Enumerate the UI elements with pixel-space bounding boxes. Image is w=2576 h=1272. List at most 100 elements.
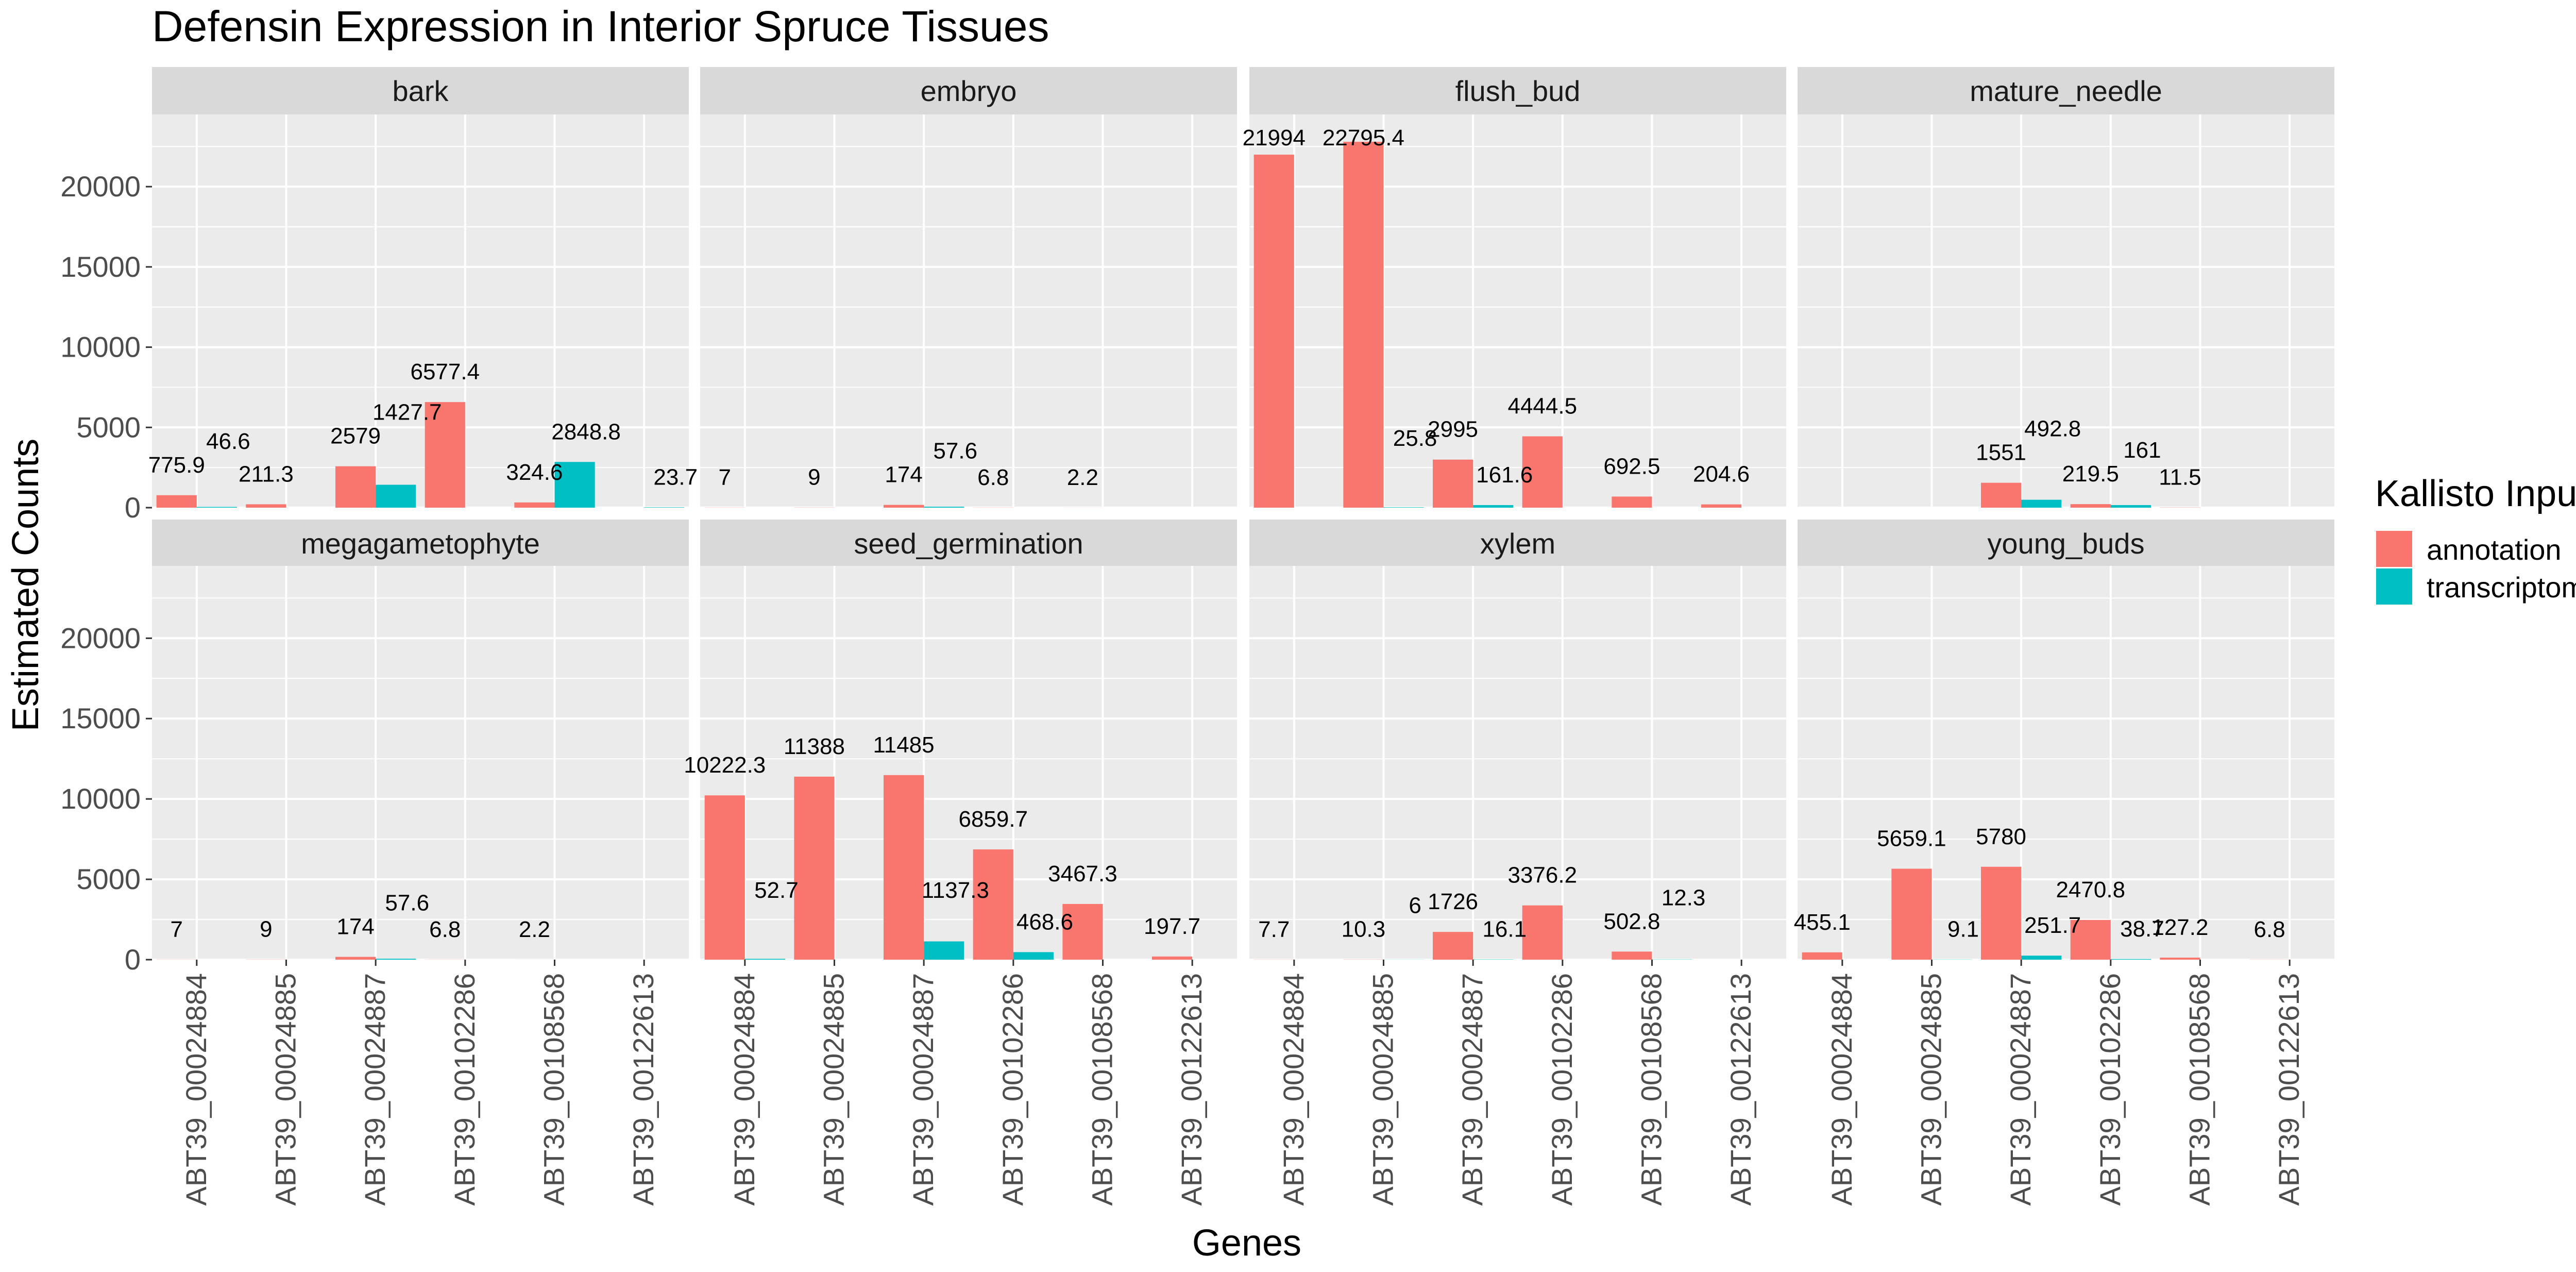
data-label: 9 bbox=[808, 465, 820, 490]
x-tick-label: ABT39_00024885 bbox=[818, 973, 850, 1206]
x-tick-label: ABT39_00102286 bbox=[2094, 973, 2126, 1206]
data-label: 22795.4 bbox=[1323, 125, 1404, 150]
data-label: 3376.2 bbox=[1507, 863, 1577, 888]
y-tick-label: 0 bbox=[125, 943, 141, 976]
x-tick-label: ABT39_00024887 bbox=[2004, 973, 2037, 1206]
data-label: 2579 bbox=[330, 424, 381, 449]
data-label: 324.6 bbox=[506, 460, 563, 485]
y-axis-label: Estimated Counts bbox=[5, 439, 46, 731]
bar-annotation bbox=[1612, 496, 1652, 508]
y-tick-label: 15000 bbox=[60, 702, 141, 734]
x-tick-label: ABT39_00102286 bbox=[448, 973, 481, 1206]
bar-annotation bbox=[1612, 951, 1652, 960]
panel-background bbox=[700, 566, 1237, 960]
bar-transcriptome bbox=[1473, 959, 1514, 960]
data-label: 161.6 bbox=[1476, 462, 1533, 488]
data-label: 11388 bbox=[784, 734, 845, 759]
strip-seed_germination bbox=[700, 520, 1237, 567]
x-tick-label: ABT39_00122613 bbox=[1175, 973, 1208, 1206]
data-label: 6.8 bbox=[2254, 917, 2285, 942]
bar-annotation bbox=[246, 504, 286, 508]
data-label: 2848.8 bbox=[551, 419, 621, 444]
panel-embryo: embryo 7 9 174 6.8 2.2 57.6 bbox=[700, 67, 1237, 509]
x-tick-label: ABT39_00108568 bbox=[538, 973, 570, 1206]
strip-flush_bud bbox=[1249, 67, 1786, 114]
data-label: 9.1 bbox=[1947, 917, 1979, 942]
panel-xylem: xylem 7.7 10.3 1726 3376.2 502.8 6 16.1 12.3 ABT3… bbox=[1249, 520, 1786, 1206]
x-tick-label: ABT39_00108568 bbox=[1635, 973, 1668, 1206]
bar-transcriptome bbox=[924, 941, 964, 960]
data-label: 23.7 bbox=[653, 464, 698, 490]
data-label: 219.5 bbox=[2062, 461, 2119, 487]
legend-title: Kallisto Input bbox=[2375, 473, 2576, 514]
bar-annotation bbox=[1701, 504, 1742, 508]
x-tick-label: ABT39_00108568 bbox=[1086, 973, 1118, 1206]
legend-label-annotation: annotation bbox=[2427, 533, 2562, 566]
legend: Kallisto Input annotation transcriptome bbox=[2375, 473, 2576, 605]
bar-annotation bbox=[973, 849, 1013, 960]
data-label: 6577.4 bbox=[410, 359, 480, 384]
data-label: 16.1 bbox=[1482, 916, 1527, 942]
x-tick-label: ABT39_00024887 bbox=[1456, 973, 1488, 1206]
data-label: 52.7 bbox=[754, 878, 799, 903]
strip-label: flush_bud bbox=[1455, 75, 1581, 107]
data-label: 4444.5 bbox=[1507, 394, 1577, 419]
strip-embryo bbox=[700, 67, 1237, 114]
panel-seed_germination: seed_germination 10222.3 11388 11485 6859.7 3… bbox=[684, 520, 1237, 1206]
panel-mature_needle: mature_needle 1551 219.5 11.5 492.8 161 bbox=[1798, 67, 2334, 509]
x-tick-label: ABT39_00024884 bbox=[728, 973, 760, 1206]
data-label: 57.6 bbox=[385, 891, 429, 916]
bar-annotation bbox=[1253, 155, 1294, 508]
y-tick-label: 0 bbox=[125, 491, 141, 524]
panel-background bbox=[1249, 566, 1786, 960]
data-label: 204.6 bbox=[1693, 462, 1750, 487]
x-tick-label: ABT39_00024887 bbox=[359, 973, 391, 1206]
data-label: 197.7 bbox=[1144, 914, 1200, 939]
bar-annotation bbox=[1152, 956, 1193, 960]
panel-background bbox=[1798, 114, 2334, 508]
bar-annotation bbox=[1981, 866, 2022, 960]
x-tick-label: ABT39_00024885 bbox=[1915, 973, 1947, 1206]
bar-annotation bbox=[1343, 142, 1384, 508]
data-label: 1427.7 bbox=[372, 400, 442, 425]
data-label: 692.5 bbox=[1603, 454, 1660, 479]
bar-annotation bbox=[2070, 504, 2111, 508]
data-label: 21994 bbox=[1243, 125, 1306, 150]
data-label: 1551 bbox=[1976, 440, 2026, 465]
panel-background bbox=[700, 114, 1237, 508]
y-tick-label: 20000 bbox=[60, 622, 141, 654]
data-label: 38.7 bbox=[2120, 916, 2164, 942]
bar-transcriptome bbox=[196, 507, 237, 508]
strip-xylem bbox=[1249, 520, 1786, 567]
panel-flush_bud: flush_bud 21994 22795.4 2995 4444.5 692.5 204.… bbox=[1243, 67, 1786, 509]
data-label: 10.3 bbox=[1342, 917, 1386, 942]
y-tick-label: 10000 bbox=[60, 331, 141, 363]
bar-annotation bbox=[1522, 436, 1563, 508]
x-tick-label: ABT39_00108568 bbox=[2183, 973, 2216, 1206]
strip-bark bbox=[152, 67, 689, 114]
data-label: 6859.7 bbox=[958, 807, 1028, 832]
data-label: 57.6 bbox=[933, 439, 977, 464]
x-tick-label: ABT39_00122613 bbox=[1724, 973, 1757, 1206]
data-label: 174 bbox=[336, 914, 374, 940]
x-tick-label: ABT39_00024884 bbox=[180, 973, 212, 1206]
legend-swatch-annotation bbox=[2376, 531, 2412, 567]
data-label: 2470.8 bbox=[2056, 877, 2125, 902]
chart-title: Defensin Expression in Interior Spruce T… bbox=[152, 2, 1049, 51]
bar-transcriptome bbox=[2021, 956, 2062, 960]
data-label: 5659.1 bbox=[1877, 826, 1946, 851]
bar-annotation bbox=[335, 957, 376, 960]
bar-annotation bbox=[425, 402, 465, 508]
x-tick-label: ABT39_00024885 bbox=[1367, 973, 1399, 1206]
data-label: 1726 bbox=[1428, 889, 1478, 914]
y-tick-label: 5000 bbox=[76, 863, 141, 895]
data-label: 11.5 bbox=[2159, 465, 2201, 490]
data-label: 25.8 bbox=[1393, 426, 1437, 451]
data-label: 468.6 bbox=[1016, 909, 1073, 934]
bar-annotation bbox=[1891, 868, 1932, 960]
x-tick-label: ABT39_00024885 bbox=[269, 973, 302, 1206]
data-label: 455.1 bbox=[1794, 910, 1851, 935]
bar-annotation bbox=[514, 502, 555, 508]
data-label: 5780 bbox=[1976, 824, 2026, 849]
bar-transcriptome bbox=[924, 507, 964, 508]
